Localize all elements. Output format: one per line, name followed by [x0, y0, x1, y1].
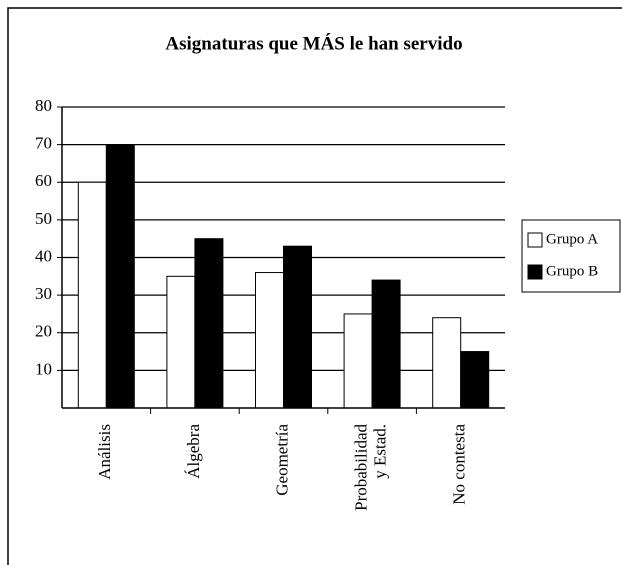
y-tick-label: 60 [35, 171, 52, 190]
legend-swatch [527, 232, 543, 248]
bar [194, 238, 224, 409]
legend-box [521, 219, 621, 293]
legend-label: Grupo A [546, 231, 598, 247]
y-tick-label: 40 [35, 246, 52, 265]
chart-title: Asignaturas que MÁS le han servido [165, 32, 462, 54]
y-tick-label: 70 [35, 134, 52, 153]
bar [460, 351, 490, 409]
y-tick-label: 20 [35, 322, 52, 341]
bar [166, 275, 196, 409]
y-tick-label: 10 [35, 359, 52, 378]
bar [432, 317, 462, 409]
x-tick-label: No contesta [450, 424, 469, 505]
bar [77, 181, 107, 409]
frame [7, 7, 622, 565]
y-tick-label: 30 [35, 284, 52, 303]
bar [283, 245, 312, 409]
y-tick-label: 50 [35, 209, 52, 228]
bar [255, 272, 284, 409]
x-tick-label: Geometría [272, 424, 291, 496]
x-tick-label: Análisis [95, 424, 114, 480]
legend-label: Grupo B [546, 263, 598, 279]
bar [105, 144, 135, 409]
legend-swatch [527, 264, 543, 280]
x-tick-label: Probabilidady Estad. [352, 424, 390, 511]
bar [343, 313, 373, 409]
y-tick-label: 80 [35, 96, 52, 115]
x-tick-label: Álgebra [184, 424, 203, 479]
bar [371, 279, 401, 409]
